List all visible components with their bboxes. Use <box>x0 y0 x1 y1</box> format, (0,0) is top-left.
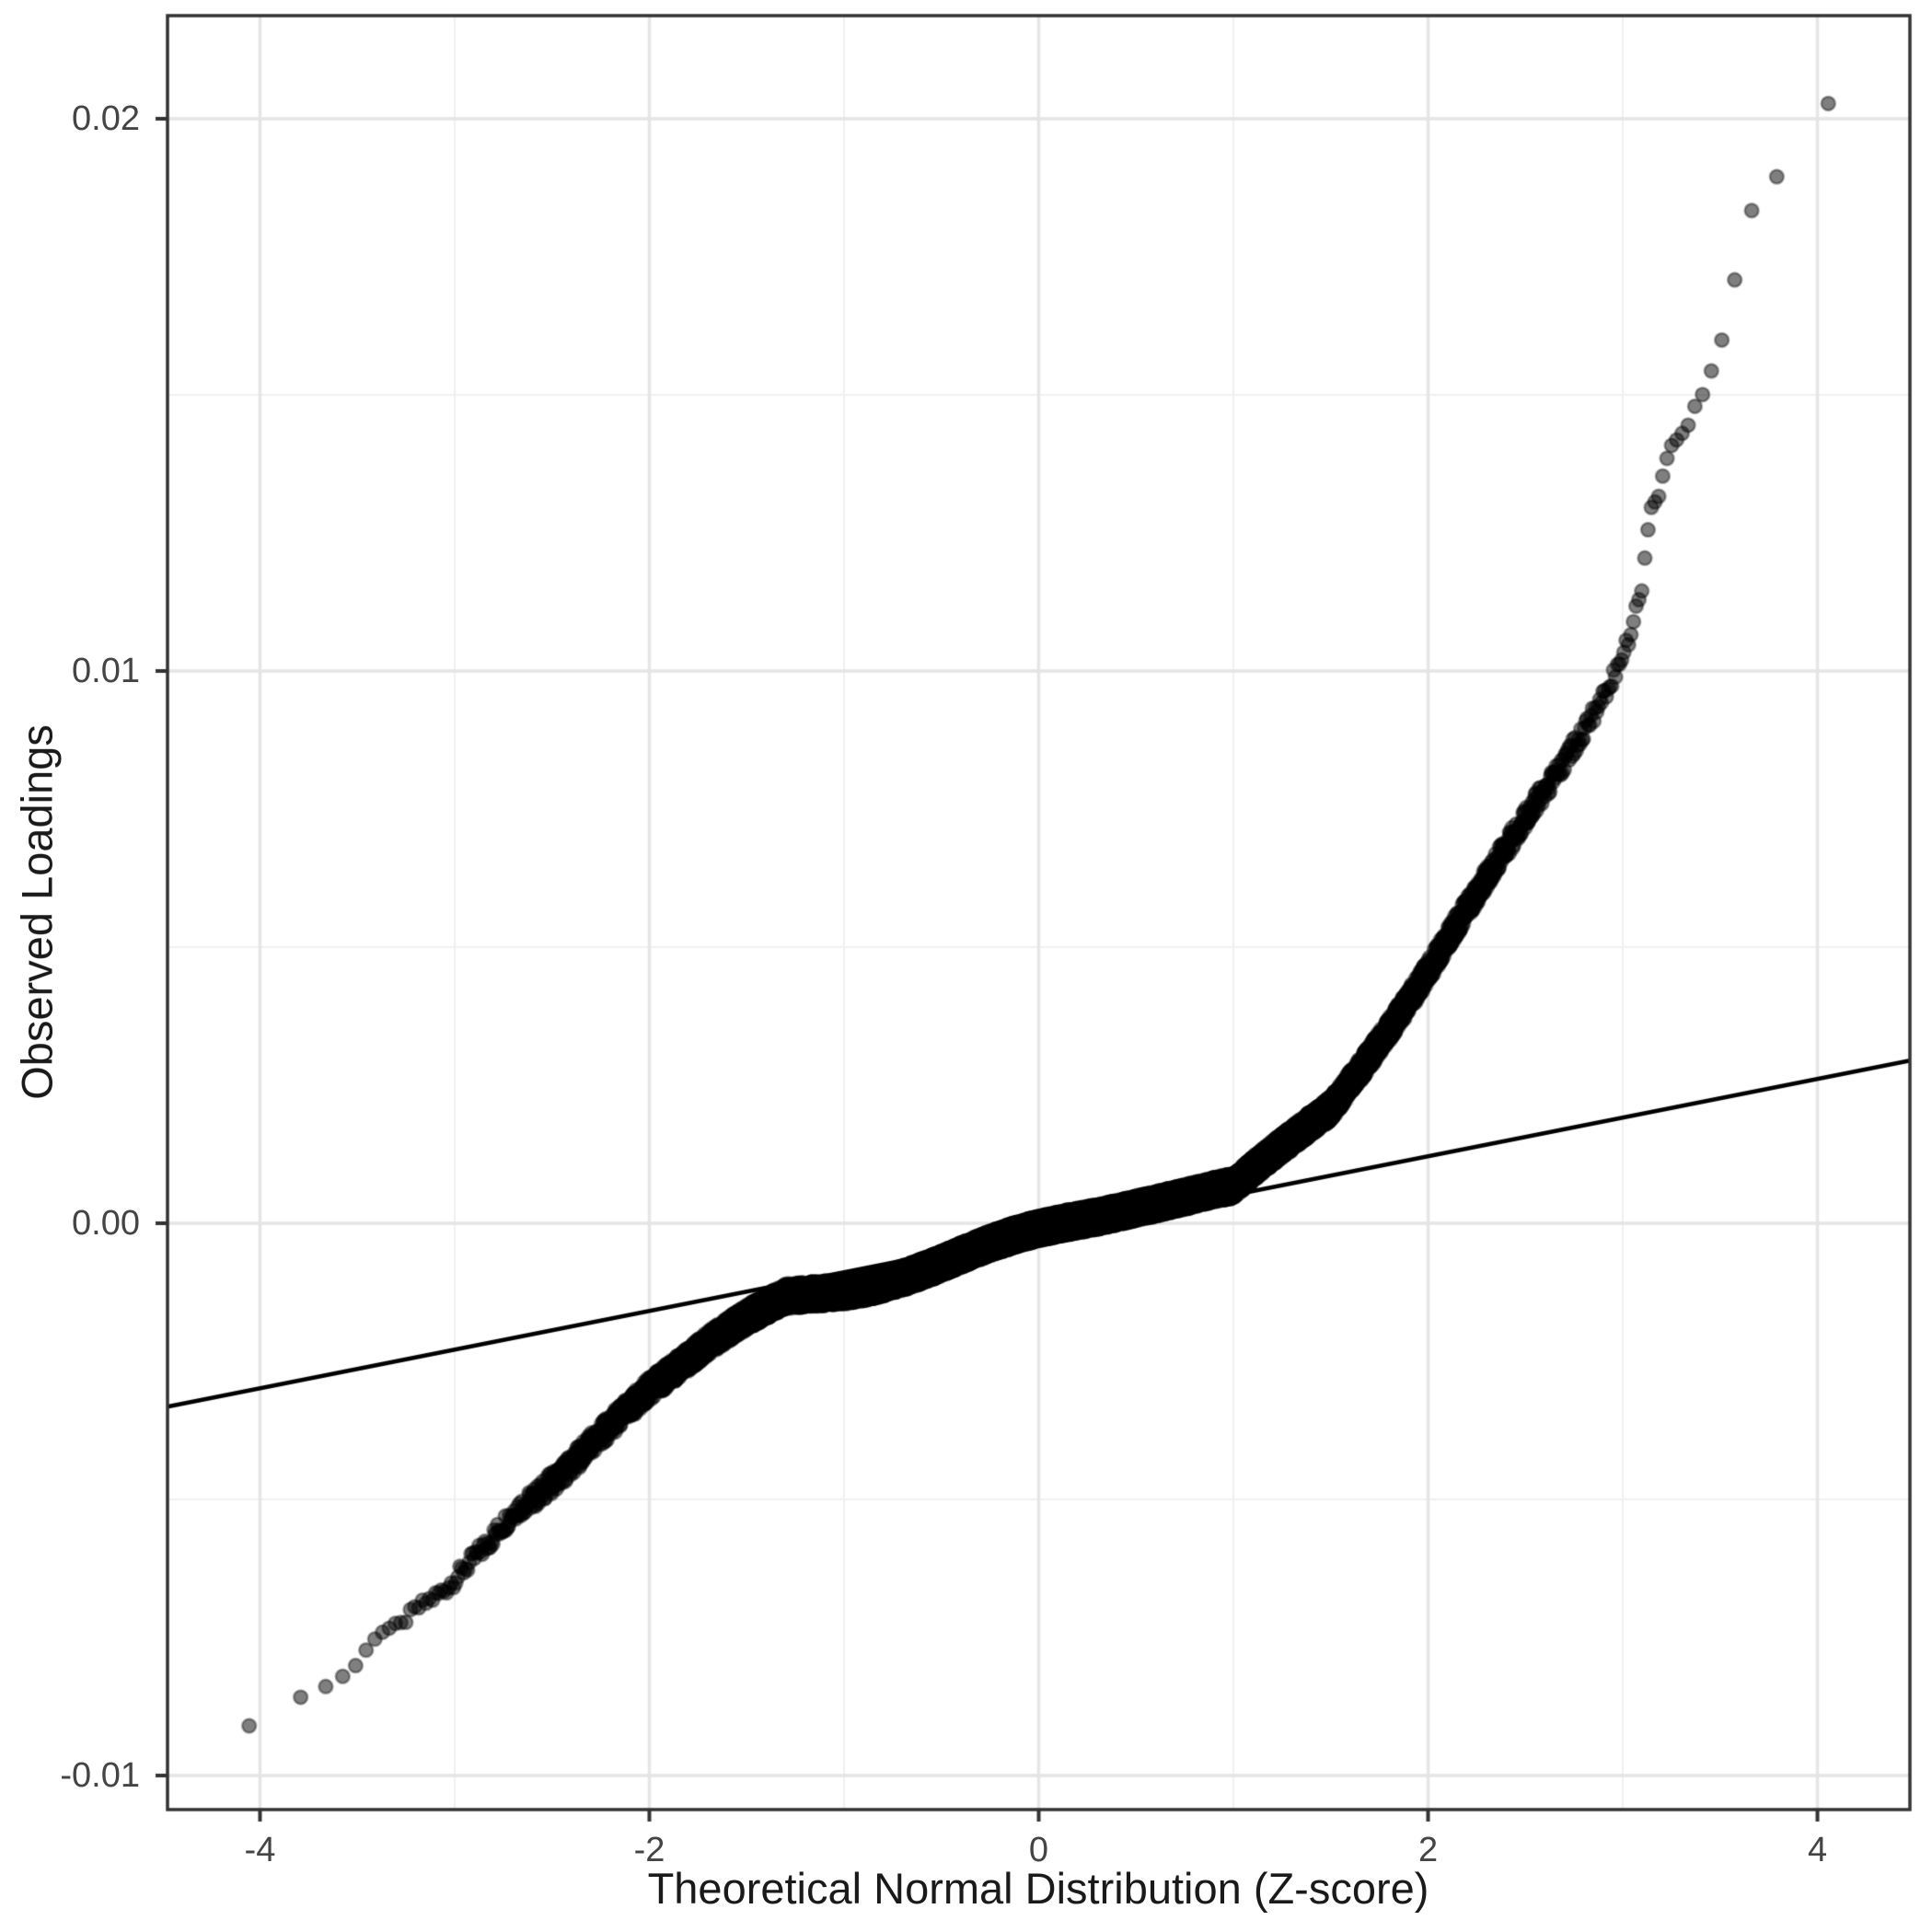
x-tick-label-4: 4 <box>1807 1831 1828 1869</box>
x-tick-label-3: 2 <box>1417 1831 1439 1869</box>
x-tick-label-0: -4 <box>244 1831 276 1869</box>
y-axis-title: Observed Loadings <box>12 724 62 1100</box>
y-tick-label-1: 0.01 <box>72 652 140 690</box>
y-tick-label-2: 0.00 <box>72 1203 140 1243</box>
y-tick-label-0: 0.02 <box>72 99 140 139</box>
y-tick-label-3: -0.01 <box>60 1755 140 1795</box>
x-tick-label-1: -2 <box>633 1831 665 1869</box>
x-axis-title: Theoretical Normal Distribution (Z-score… <box>647 1864 1429 1913</box>
x-tick-label-2: 0 <box>1028 1831 1049 1869</box>
